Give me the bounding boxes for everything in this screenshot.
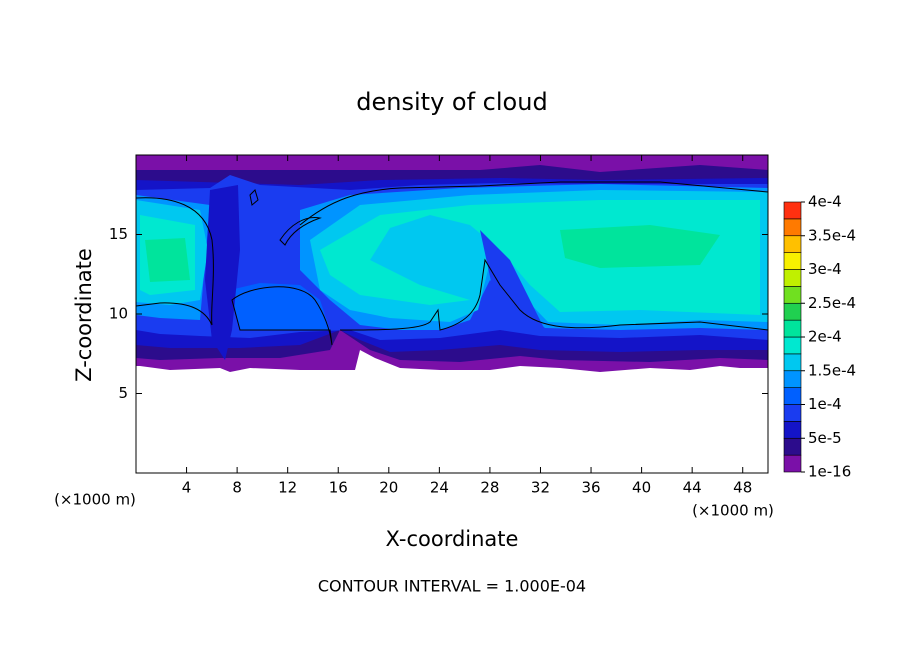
x-tick-label: 36: [581, 479, 600, 497]
colorbar-label: 1e-4: [808, 395, 842, 413]
x-tick-label: 48: [733, 479, 752, 497]
x-tick-label: 20: [379, 479, 398, 497]
x-tick-label: 8: [232, 479, 242, 497]
x-tick-label: 44: [683, 479, 702, 497]
colorbar-label: 3e-4: [808, 260, 842, 278]
x-unit-label: (×1000 m): [54, 491, 136, 509]
colorbar-band: [783, 252, 802, 270]
y-tick-label: 5: [118, 384, 128, 402]
y-tick-label: 10: [109, 305, 128, 323]
contour-field: [136, 155, 768, 372]
colorbar-band: [783, 302, 802, 321]
x-tick-label: 24: [430, 479, 449, 497]
chart-title: density of cloud: [356, 88, 547, 116]
colorbar-band: [783, 370, 802, 388]
colorbar-label: 1.5e-4: [808, 361, 856, 379]
x-tick-label: 12: [278, 479, 297, 497]
colorbar-band: [783, 353, 802, 372]
colorbar-band: [783, 404, 802, 422]
colorbar-label: 2.5e-4: [808, 294, 856, 312]
colorbar-band: [783, 201, 802, 220]
colorbar-label: 5e-5: [808, 429, 842, 447]
x-axis-label: X-coordinate: [386, 527, 519, 551]
x-tick-label: 28: [480, 479, 499, 497]
colorbar-label: 2e-4: [808, 328, 842, 346]
colorbar-band: [783, 437, 802, 456]
colorbar-band: [783, 336, 802, 355]
y-axis-label: Z-coordinate: [72, 248, 96, 382]
colorbar-label: 3.5e-4: [808, 226, 856, 244]
colorbar-band: [783, 235, 802, 253]
colorbar-band: [783, 319, 802, 338]
colorbar-band: [783, 218, 802, 237]
x-tick-label: 16: [329, 479, 348, 497]
y-tick-label: 15: [109, 225, 128, 243]
colorbar-label: 1e-16: [808, 463, 851, 481]
x-tick-label: 40: [632, 479, 651, 497]
colorbar-band: [783, 269, 802, 287]
x-unit-label: (×1000 m): [692, 502, 774, 520]
colorbar-band: [783, 286, 802, 304]
annotation: CONTOUR INTERVAL = 1.000E-04: [318, 577, 586, 596]
x-tick-label: 32: [531, 479, 550, 497]
colorbar-band: [783, 387, 802, 405]
colorbar-band: [783, 454, 802, 473]
colorbar-label: 4e-4: [808, 193, 842, 211]
colorbar-band: [783, 421, 802, 439]
x-tick-label: 4: [182, 479, 192, 497]
